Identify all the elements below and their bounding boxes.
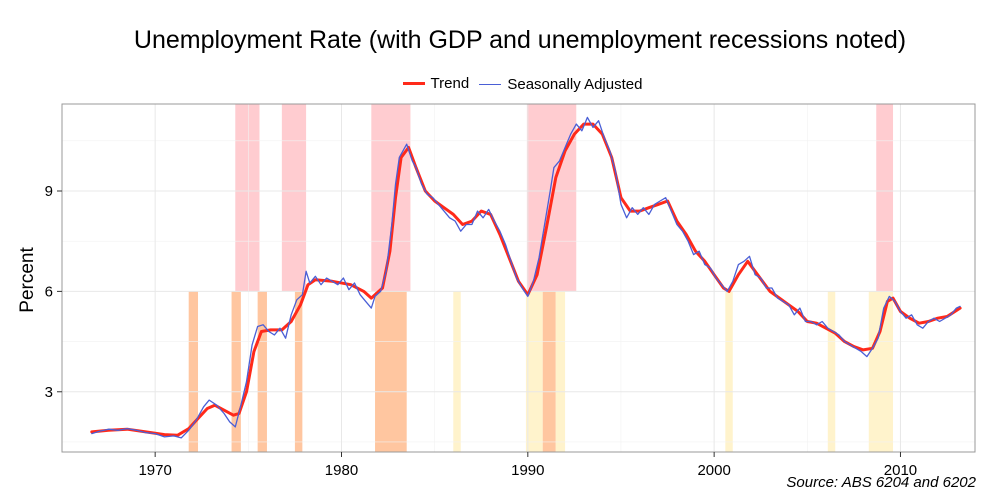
x-tick-label-4: 2010: [884, 462, 917, 479]
unemployment-recession-band-3: [294, 291, 303, 452]
legend-entry-trend: Trend: [402, 75, 470, 92]
x-tick-label-3: 2000: [697, 462, 730, 479]
legend: Trend Seasonally Adjusted: [0, 72, 1000, 93]
y-tick-label-0: 3: [45, 384, 53, 401]
unemployment-recession-band-1: [231, 291, 241, 452]
gdp-recession-band-0: [235, 104, 260, 292]
x-tick-label-0: 1970: [138, 462, 171, 479]
source-note: Source: ABS 6204 and 6202: [786, 474, 976, 491]
unemployment-recession-band-2: [257, 291, 267, 452]
x-tick-label-2: 1990: [511, 462, 544, 479]
recession-bands: [188, 104, 894, 452]
series-lines: [90, 116, 962, 439]
legend-entry-seasonally-adjusted: Seasonally Adjusted: [479, 76, 642, 93]
series-line-seasonally-adjusted: [91, 116, 961, 439]
legend-label-seasonally-adjusted: Seasonally Adjusted: [507, 76, 643, 93]
gdp-recession-band-2: [371, 104, 411, 292]
unemployment-recession-band-7: [542, 291, 556, 452]
grid-lines: [61, 104, 975, 452]
y-axis-label: Percent: [17, 247, 38, 313]
y-tick-label-1: 6: [45, 283, 53, 300]
unemployment-recession-band-6: [525, 291, 543, 452]
unemployment-recession-band-8: [555, 291, 566, 452]
plot-panel-border: [61, 103, 976, 453]
gdp-recession-band-4: [876, 104, 894, 292]
unemployment-recession-band-5: [453, 291, 461, 452]
x-tick-label-1: 1980: [325, 462, 358, 479]
unemployment-recession-band-9: [725, 291, 733, 452]
chart-title: Unemployment Rate (with GDP and unemploy…: [133, 26, 907, 54]
legend-label-trend: Trend: [430, 75, 470, 92]
unemployment-recession-band-0: [188, 291, 199, 452]
gdp-recession-band-1: [281, 104, 307, 292]
legend-key-seasonally-adjusted: [479, 84, 502, 85]
unemployment-recession-band-4: [375, 291, 407, 452]
axis-ticks: 1970 1980 1990 2000 2010 3 6 9: [45, 183, 918, 479]
unemployment-recession-band-10: [827, 291, 836, 452]
series-line-trend: [90, 122, 962, 437]
y-tick-label-2: 9: [45, 183, 53, 200]
legend-key-trend: [402, 82, 425, 85]
unemployment-recession-band-11: [868, 291, 894, 452]
